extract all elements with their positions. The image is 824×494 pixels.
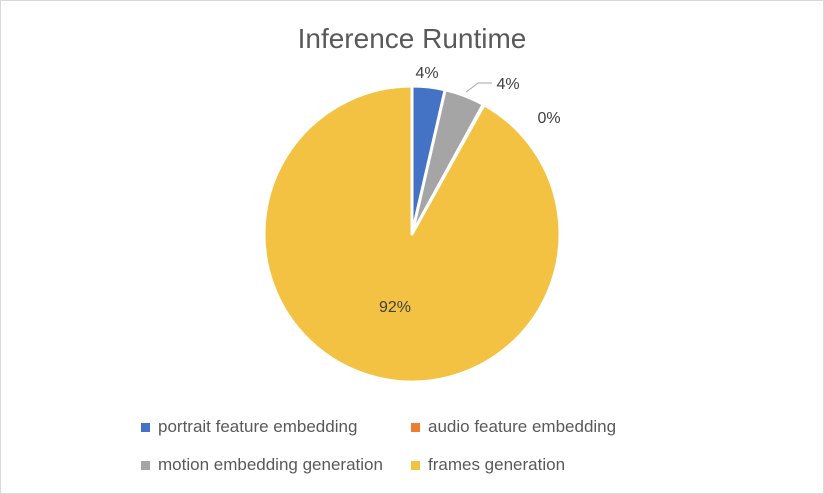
data-label-frames-generation: 92% [379, 299, 411, 316]
chart-title: Inference Runtime [297, 23, 527, 54]
pie-slice-frames-generation [262, 84, 562, 384]
data-label-audio-feature-embedding: 0% [537, 110, 560, 127]
data-label-portrait-feature-embedding: 4% [415, 65, 438, 82]
legend-label-portrait-feature-embedding: portrait feature embedding [158, 417, 358, 436]
legend-swatch-frames-generation [411, 460, 420, 470]
legend-item-portrait-feature-embedding: portrait feature embedding [141, 415, 357, 439]
legend-item-audio-feature-embedding: audio feature embedding [411, 415, 616, 439]
legend-item-motion-embedding-generation: motion embedding generation [141, 453, 383, 477]
legend-label-motion-embedding-generation: motion embedding generation [158, 455, 383, 474]
legend-label-frames-generation: frames generation [428, 455, 566, 474]
legend-swatch-motion-embedding-generation [141, 460, 150, 470]
legend-item-frames-generation: frames generation [411, 453, 565, 477]
legend-swatch-portrait-feature-embedding [141, 422, 150, 432]
leader-line-motion-embedding-generation [465, 82, 493, 93]
data-label-motion-embedding-generation: 4% [496, 76, 519, 93]
legend-label-audio-feature-embedding: audio feature embedding [428, 417, 617, 436]
legend-swatch-audio-feature-embedding [411, 422, 420, 432]
